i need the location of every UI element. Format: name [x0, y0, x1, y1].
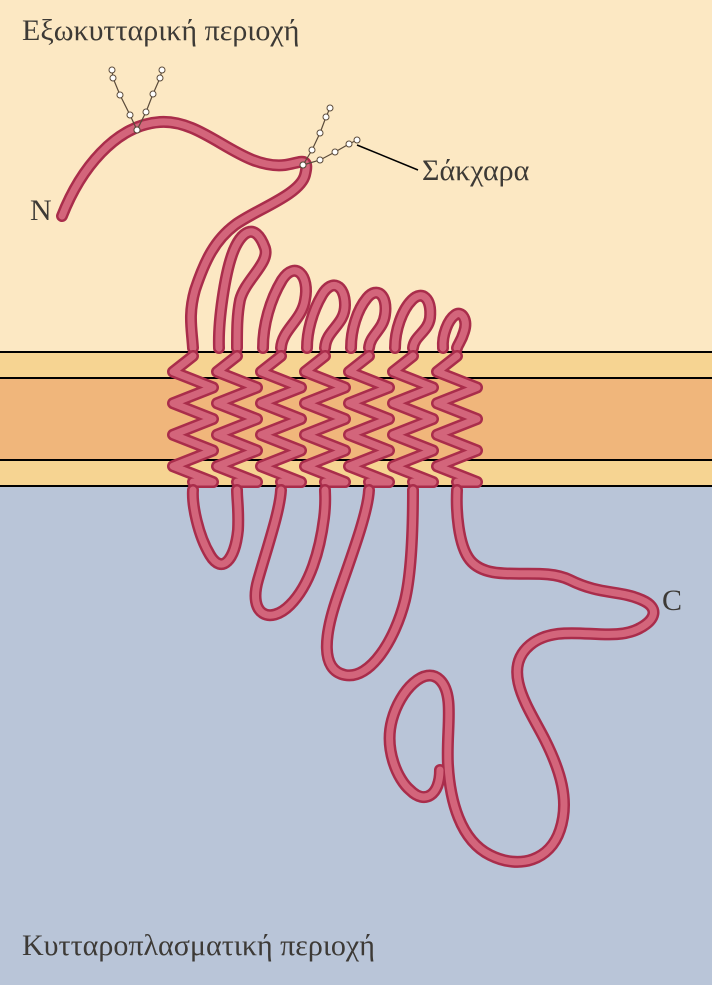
- cytoplasmic-label: Κυτταροπλασματική περιοχή: [22, 929, 375, 962]
- c-terminus-label: C: [662, 584, 682, 617]
- extracellular-region: [0, 0, 712, 352]
- n-terminus-label: N: [30, 194, 52, 227]
- sugars-label: Σάκχαρα: [422, 154, 530, 187]
- membrane-core: [0, 378, 712, 460]
- extracellular-label: Εξωκυτταρική περιοχή: [22, 14, 299, 47]
